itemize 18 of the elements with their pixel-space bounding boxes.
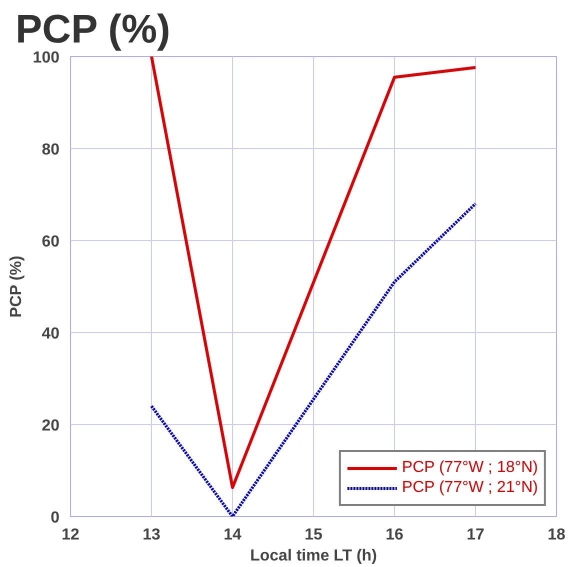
y-tick-label: 20 [42, 418, 60, 434]
x-tick-label: 13 [142, 526, 160, 544]
x-tick-label: 12 [62, 526, 80, 544]
y-axis-title: PCP (%) [8, 256, 25, 318]
x-axis-title: Local time LT (h) [250, 548, 377, 564]
legend-label: PCP (77°W ; 21°N) [402, 479, 538, 497]
x-tick-label: 16 [386, 526, 404, 544]
y-tick-label: 100 [32, 50, 60, 66]
y-tick-label: 80 [42, 142, 60, 158]
legend-label: PCP (77°W ; 18°N) [402, 459, 538, 477]
x-tick-label: 14 [224, 526, 242, 544]
y-tick-label: 60 [42, 234, 60, 250]
chart-title: PCP (%) [16, 8, 170, 52]
y-tick-label: 0 [50, 510, 60, 526]
x-tick-label: 17 [466, 526, 484, 544]
x-tick-label: 15 [304, 526, 322, 544]
x-tick-label: 18 [548, 526, 566, 544]
y-tick-label: 40 [42, 326, 60, 342]
